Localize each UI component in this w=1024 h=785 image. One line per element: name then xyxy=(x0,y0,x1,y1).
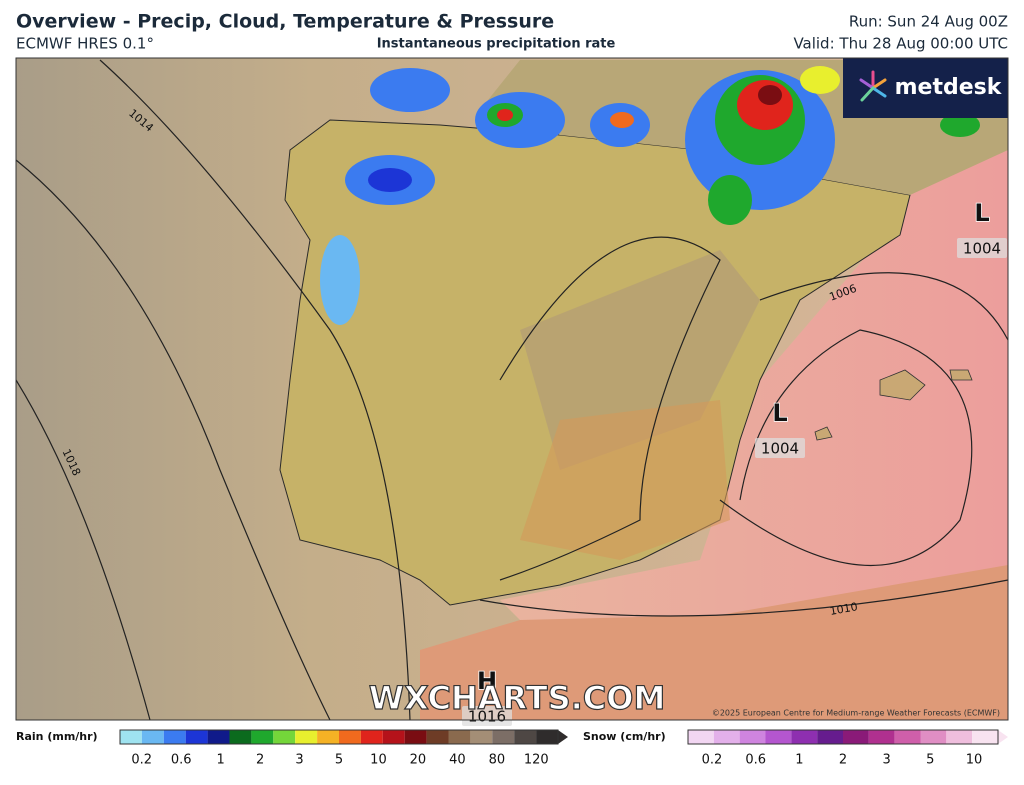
legend-swatch xyxy=(185,730,208,744)
mediterranean xyxy=(500,150,1008,720)
legend-swatch xyxy=(972,730,998,744)
legend-swatch xyxy=(251,730,274,744)
rain-area xyxy=(800,66,840,94)
legend-frame xyxy=(119,729,559,745)
legend-swatch xyxy=(120,730,142,744)
legend-tick: 120 xyxy=(524,753,549,768)
map-frame xyxy=(15,57,1009,721)
legend-tick: 1 xyxy=(795,753,803,768)
legend-swatch xyxy=(470,730,493,744)
legend-swatch xyxy=(713,730,740,744)
legend-swatch xyxy=(448,730,471,744)
valid: Valid: Thu 28 Aug 00:00 UTC xyxy=(793,35,1008,53)
legend-tick: 0.6 xyxy=(745,753,766,768)
legend-tick: 2 xyxy=(256,753,264,768)
legend-swatch xyxy=(765,730,792,744)
precipitation xyxy=(320,66,980,325)
legend-swatch xyxy=(946,730,973,744)
pressure-kind: L xyxy=(974,199,989,227)
legend-swatch xyxy=(536,730,558,744)
legend-swatch xyxy=(868,730,895,744)
legend-swatch xyxy=(382,730,405,744)
run: Run: Sun 24 Aug 00Z xyxy=(849,13,1008,31)
logo-icon xyxy=(859,70,887,102)
pressure-value-box xyxy=(957,238,1007,258)
legend-tick: 0.2 xyxy=(131,753,152,768)
legend-swatch xyxy=(295,730,318,744)
rain-area xyxy=(320,235,360,325)
pressure-value-box xyxy=(462,706,512,726)
legend: Rain (mm/hr) 0.2 0.6 1 2 3 5 10 20 40 80 120 Snow (c… xyxy=(16,729,1008,768)
legend-tick: 1 xyxy=(216,753,224,768)
isobar-label: 1010 xyxy=(829,600,859,618)
legend-tick: 3 xyxy=(295,753,303,768)
title: Overview - Precip, Cloud, Temperature & … xyxy=(16,11,554,33)
rain-area xyxy=(610,112,634,128)
legend-swatch xyxy=(141,730,164,744)
pressure-kind: H xyxy=(477,667,497,695)
pressure-value: 1016 xyxy=(468,708,506,726)
legend-swatch xyxy=(739,730,766,744)
legend-swatch xyxy=(492,730,515,744)
legend-tick: 10 xyxy=(966,753,983,768)
legend-swatch xyxy=(404,730,427,744)
legend-swatch xyxy=(843,730,869,744)
balearic-islands xyxy=(814,369,973,441)
legend-swatch xyxy=(339,730,361,744)
legend-swatch xyxy=(317,730,339,744)
legend-tick: 2 xyxy=(839,753,847,768)
legend-tick: 80 xyxy=(489,753,506,768)
hot-zone xyxy=(520,400,730,560)
isobars xyxy=(15,59,1009,721)
rain-area xyxy=(370,68,450,112)
rain-area xyxy=(758,85,782,105)
pressure-kind: L xyxy=(772,399,787,427)
legend-swatch xyxy=(207,730,230,744)
legend-swatch xyxy=(229,730,252,744)
legend-tick: 10 xyxy=(370,753,387,768)
legend-tick: 40 xyxy=(449,753,466,768)
legend-swatch xyxy=(514,730,537,744)
legend-tick: 0.2 xyxy=(702,753,723,768)
legend-swatch xyxy=(894,730,921,744)
legend-swatch xyxy=(817,730,843,744)
legend-swatch xyxy=(791,730,818,744)
rain-area xyxy=(940,113,980,137)
legend-arrow xyxy=(998,730,1008,744)
legend-swatch xyxy=(426,730,449,744)
legend-tick: 20 xyxy=(410,753,427,768)
legend-swatch xyxy=(273,730,296,744)
pressure-value: 1004 xyxy=(963,240,1001,258)
legend-frame xyxy=(687,729,999,745)
copyright: ©2025 European Centre for Medium-range W… xyxy=(712,709,1000,718)
legend-arrow xyxy=(558,730,568,744)
legend-swatch xyxy=(920,730,947,744)
subtitle: Instantaneous precipitation rate xyxy=(377,37,616,52)
legend-tick: 0.6 xyxy=(171,753,192,768)
logo-text: metdesk xyxy=(895,75,1003,100)
legend-swatch xyxy=(163,730,186,744)
pressure-value: 1004 xyxy=(761,440,799,458)
legend-tick: 5 xyxy=(926,753,934,768)
legend-label: Snow (cm/hr) xyxy=(583,730,666,743)
rain-area xyxy=(708,175,752,225)
legend-swatch xyxy=(360,730,383,744)
legend-tick: 5 xyxy=(335,753,343,768)
watermark: WXCHARTS.COM xyxy=(369,679,666,717)
legend-swatch xyxy=(688,730,714,744)
pressure-value-box xyxy=(755,438,805,458)
rain-area xyxy=(368,168,412,192)
rain-area xyxy=(497,109,513,121)
model: ECMWF HRES 0.1° xyxy=(16,35,154,53)
legend-label: Rain (mm/hr) xyxy=(16,730,98,743)
legend-tick: 3 xyxy=(883,753,891,768)
